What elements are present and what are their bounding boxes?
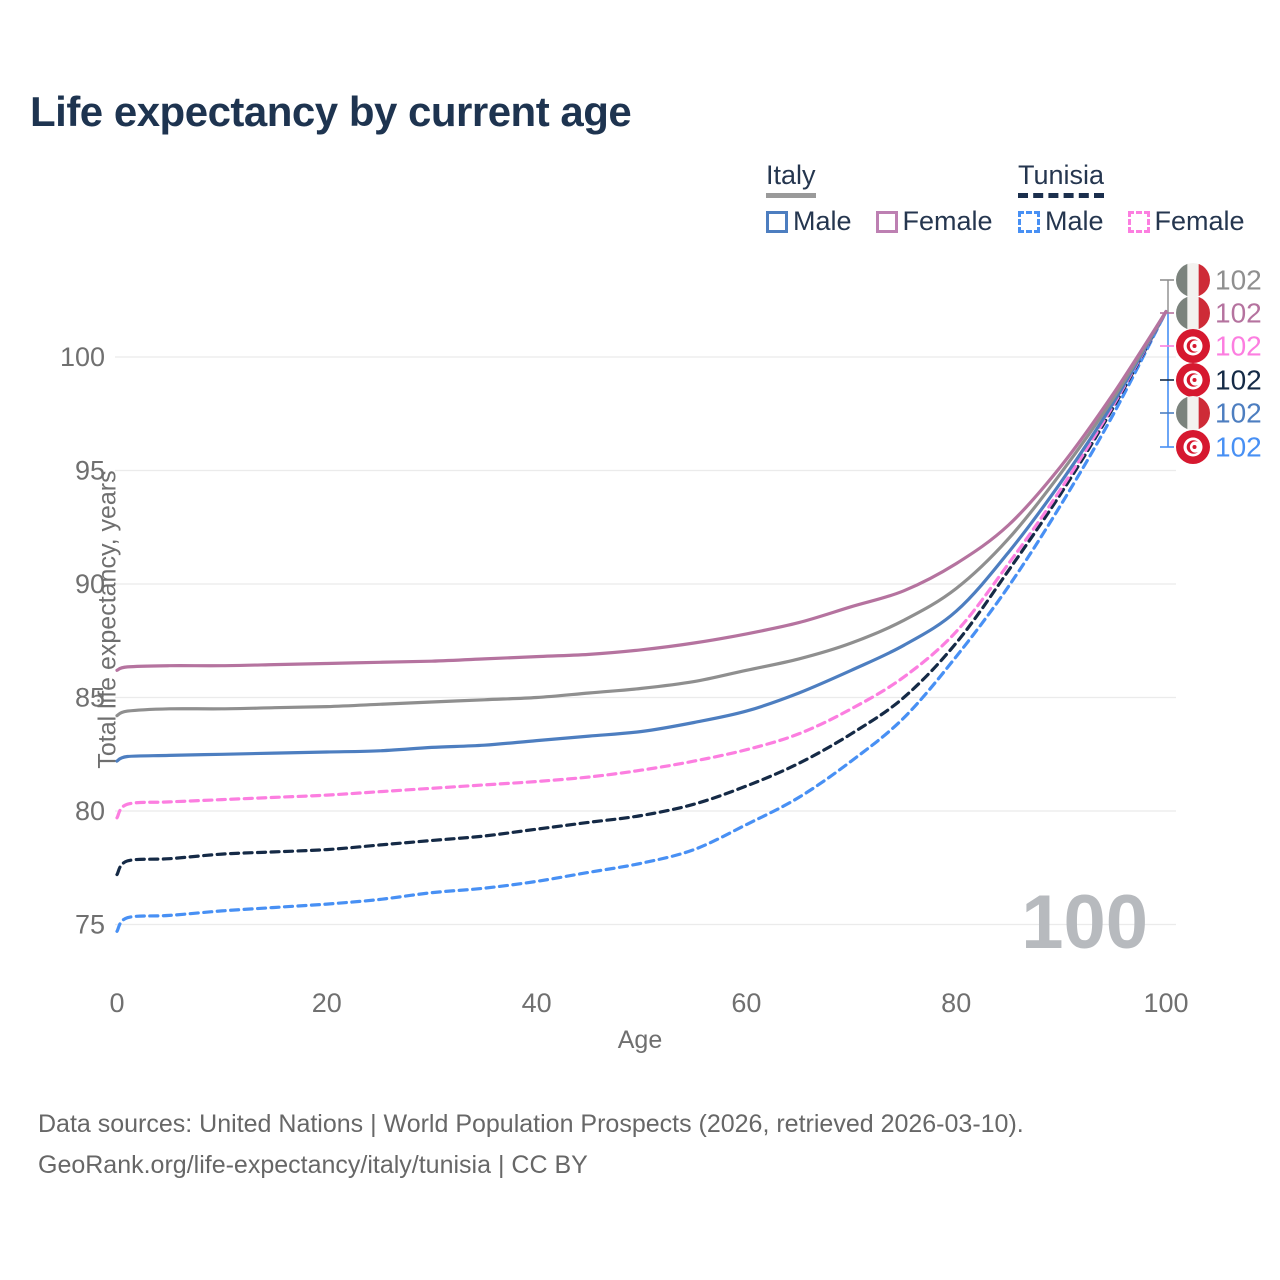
end-label-value-tunisia-female: 102 [1215, 331, 1262, 362]
legend-country-tunisia[interactable]: Tunisia [1018, 160, 1105, 198]
tunisia-flag-icon [1176, 329, 1210, 363]
footer-data-sources: Data sources: United Nations | World Pop… [38, 1110, 1024, 1138]
y-tick-label: 80 [75, 796, 105, 826]
end-label-value-tunisia-all: 102 [1215, 365, 1262, 396]
y-axis-title: Total life expectancy, years [93, 470, 122, 769]
footer-attribution: GeoRank.org/life-expectancy/italy/tunisi… [38, 1151, 588, 1179]
legend-item-label: Female [1154, 206, 1245, 236]
legend-country-italy[interactable]: Italy [766, 160, 816, 198]
tunisia-flag-icon [1176, 430, 1210, 464]
y-tick-label: 100 [60, 342, 105, 372]
tunisia-flag-icon [1176, 363, 1210, 397]
series-line-italy-all[interactable] [115, 310, 1168, 718]
series-line-tunisia-all[interactable] [115, 310, 1168, 877]
x-tick-label: 0 [109, 988, 124, 1018]
x-axis-title: Age [618, 1026, 662, 1054]
legend-item-italy-male[interactable]: Male [766, 206, 852, 237]
x-tick-label: 100 [1143, 988, 1188, 1018]
end-label-value-italy-all: 102 [1215, 265, 1262, 296]
y-tick-label: 90 [75, 569, 105, 599]
series-line-italy-male[interactable] [115, 310, 1168, 763]
italy-male-swatch [766, 210, 788, 233]
legend-group-tunisia: Tunisia Male Female [1018, 160, 1245, 237]
y-tick-label: 85 [75, 683, 105, 713]
italy-flag-icon [1176, 263, 1210, 297]
legend-group-italy: Italy Male Female [766, 160, 993, 237]
end-label-value-italy-male: 102 [1215, 398, 1262, 429]
legend-item-tunisia-male[interactable]: Male [1018, 206, 1104, 237]
series-line-italy-female[interactable] [115, 310, 1168, 672]
x-tick-label: 40 [522, 988, 552, 1018]
legend-item-label: Female [902, 206, 993, 236]
series-line-tunisia-female[interactable] [115, 310, 1168, 820]
y-tick-label: 75 [75, 910, 105, 940]
tunisia-male-swatch [1018, 210, 1040, 233]
y-tick-label: 95 [75, 456, 105, 486]
legend-item-italy-female[interactable]: Female [875, 206, 993, 237]
x-tick-label: 20 [312, 988, 342, 1018]
legend-item-label: Male [793, 206, 852, 236]
italy-flag-icon [1176, 396, 1210, 430]
tunisia-female-swatch [1127, 210, 1150, 233]
end-label-value-tunisia-male: 102 [1215, 432, 1262, 463]
italy-female-swatch [875, 210, 898, 233]
x-tick-label: 80 [941, 988, 971, 1018]
legend-item-tunisia-female[interactable]: Female [1127, 206, 1245, 237]
page-title: Life expectancy by current age [30, 88, 632, 135]
watermark-age-indicator: 100 [1021, 880, 1148, 965]
end-label-value-italy-female: 102 [1215, 298, 1262, 329]
series-line-tunisia-male[interactable] [115, 310, 1168, 933]
legend-item-label: Male [1045, 206, 1104, 236]
x-tick-label: 60 [731, 988, 761, 1018]
footer: Data sources: United Nations | World Pop… [38, 1104, 1024, 1186]
italy-flag-icon [1176, 296, 1210, 330]
